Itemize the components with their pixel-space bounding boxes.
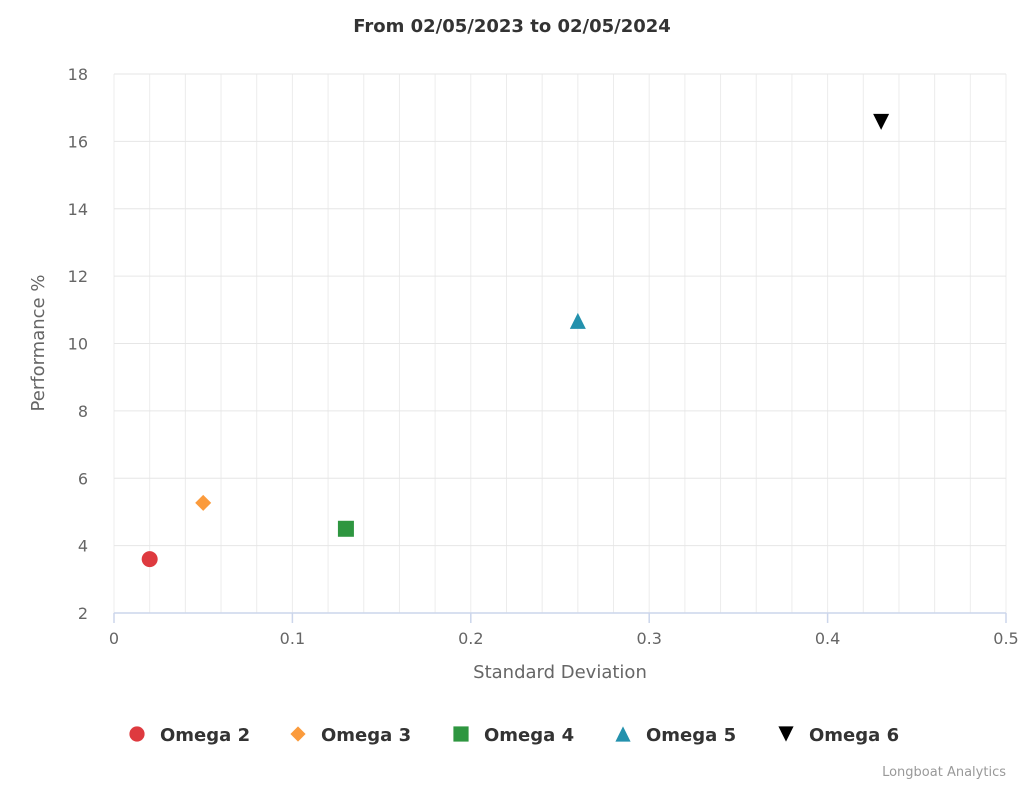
y-tick-label: 18	[68, 65, 88, 84]
legend-label: Omega 2	[160, 725, 250, 746]
point-omega-4	[337, 520, 354, 537]
data-points	[141, 113, 890, 568]
y-tick-label: 16	[68, 132, 88, 151]
y-tick-label: 10	[68, 335, 88, 354]
legend-label: Omega 4	[484, 725, 574, 746]
x-axis-label: Standard Deviation	[473, 662, 647, 683]
legend-item[interactable]: Omega 3	[290, 725, 411, 746]
point-omega-3	[195, 494, 212, 511]
legend-item[interactable]: Omega 5	[615, 725, 736, 746]
credit-link[interactable]: Longboat Analytics	[882, 765, 1006, 780]
x-tick-label: 0.5	[993, 629, 1018, 648]
y-tick-label: 8	[78, 402, 88, 421]
y-tick-label: 4	[78, 537, 88, 556]
legend-item[interactable]: Omega 2	[129, 725, 250, 746]
chart-title: From 02/05/2023 to 02/05/2024	[353, 16, 671, 37]
legend-label: Omega 6	[809, 725, 899, 746]
legend-label: Omega 5	[646, 725, 736, 746]
square-legend-icon	[453, 726, 469, 742]
diamond-legend-icon	[290, 726, 306, 742]
y-tick-label: 2	[78, 604, 88, 623]
point-omega-5	[569, 312, 586, 329]
legend-item[interactable]: Omega 4	[453, 725, 574, 746]
y-tick-label: 6	[78, 469, 88, 488]
x-tick-label: 0	[109, 629, 119, 648]
axes: 2 4 6 8 10 12 14 16 18 0 0.1 0.2 0.3 0.4 0.5	[68, 65, 1019, 648]
point-omega-6	[873, 113, 890, 130]
y-axis-label: Performance %	[28, 275, 49, 412]
legend-label: Omega 3	[321, 725, 411, 746]
legend-item[interactable]: Omega 6	[778, 725, 899, 746]
triangle-up-legend-icon	[615, 726, 631, 742]
x-tick-label: 0.4	[815, 629, 840, 648]
point-omega-2	[141, 551, 158, 568]
y-tick-label: 14	[68, 200, 88, 219]
x-tick-label: 0.3	[636, 629, 661, 648]
y-tick-label: 12	[68, 267, 88, 286]
x-tick-label: 0.1	[280, 629, 305, 648]
x-tick-label: 0.2	[458, 629, 483, 648]
circle-legend-icon	[129, 726, 145, 742]
triangle-down-legend-icon	[778, 726, 794, 742]
grid	[113, 73, 1007, 614]
legend: Omega 2 Omega 3 Omega 4 Omega 5 Omega 6	[129, 725, 899, 746]
